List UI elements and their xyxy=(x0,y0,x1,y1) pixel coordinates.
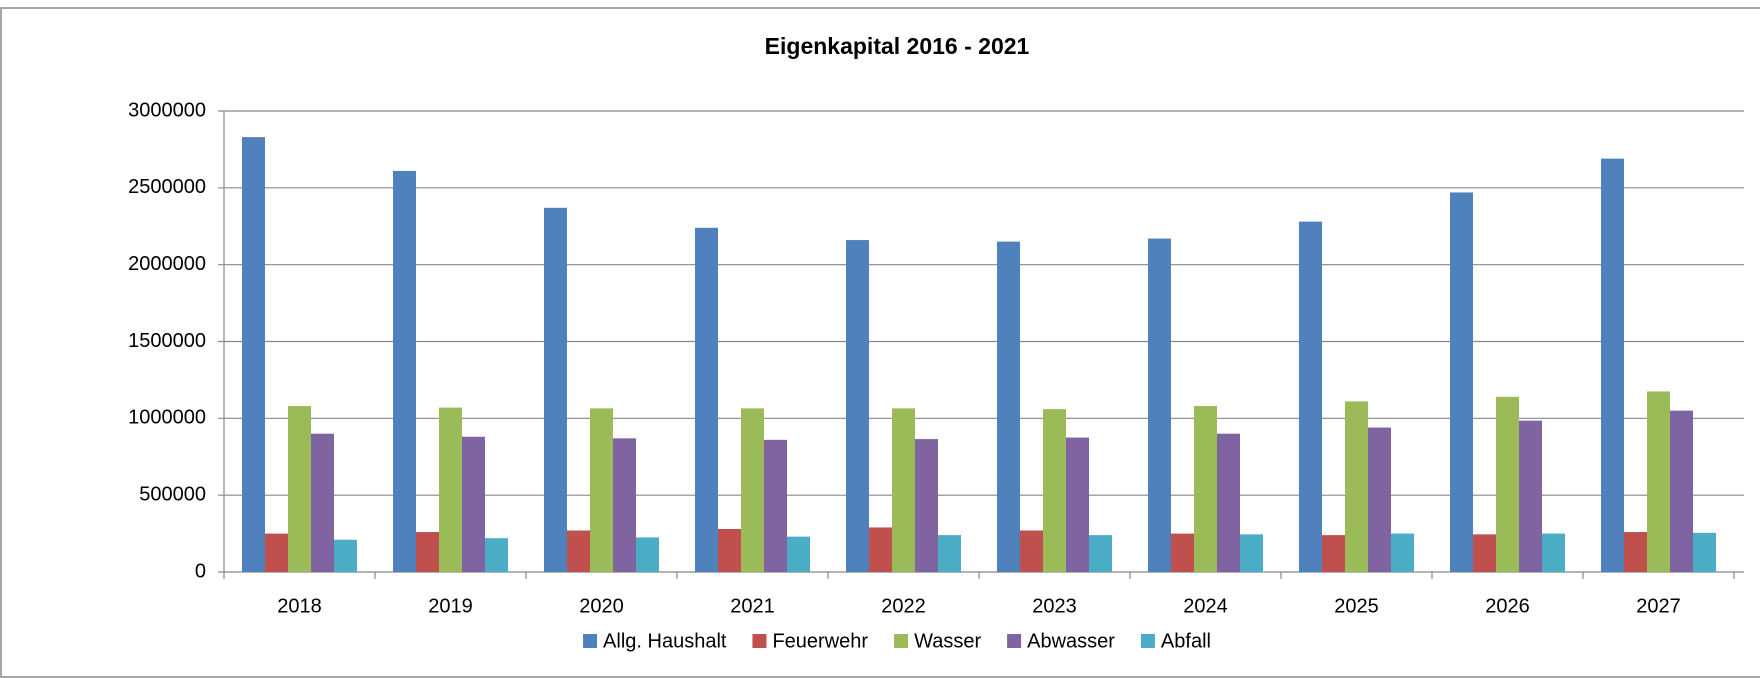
bar xyxy=(741,408,764,572)
bar xyxy=(1473,534,1496,572)
bar xyxy=(892,408,915,572)
bar xyxy=(1496,396,1519,572)
y-tick-label: 3000000 xyxy=(128,99,206,121)
bar xyxy=(1171,533,1194,572)
bar xyxy=(764,439,787,572)
legend-swatch xyxy=(752,634,767,648)
bar xyxy=(938,535,961,572)
x-tick-label: 2021 xyxy=(730,595,775,617)
bar xyxy=(1043,409,1066,572)
bar xyxy=(1020,530,1043,572)
x-tick-label: 2019 xyxy=(428,595,473,617)
bar xyxy=(1240,534,1263,572)
bar xyxy=(1368,427,1391,572)
bar xyxy=(718,528,741,572)
bar xyxy=(1542,533,1565,572)
bar xyxy=(869,527,892,572)
bar xyxy=(1391,533,1414,572)
bar xyxy=(288,406,311,572)
bar xyxy=(485,538,508,572)
bar xyxy=(439,407,462,572)
bar xyxy=(636,537,659,572)
bar xyxy=(1624,532,1647,572)
bar xyxy=(544,207,567,572)
bar xyxy=(787,536,810,572)
x-tick-label: 2027 xyxy=(1636,595,1681,617)
legend-swatch xyxy=(894,634,909,648)
y-tick-label: 2500000 xyxy=(128,176,206,198)
y-tick-label: 1000000 xyxy=(128,407,206,429)
bar xyxy=(1647,391,1670,572)
bar xyxy=(695,227,718,572)
bar xyxy=(1519,420,1542,572)
y-tick-label: 0 xyxy=(195,560,206,582)
bar xyxy=(393,170,416,572)
legend-label: Abfall xyxy=(1161,630,1211,652)
bar xyxy=(1194,406,1217,572)
x-tick-label: 2023 xyxy=(1032,595,1077,617)
x-tick-label: 2024 xyxy=(1183,595,1228,617)
bar xyxy=(1299,221,1322,572)
bar xyxy=(1450,192,1473,572)
legend-swatch xyxy=(1140,634,1155,648)
legend-label: Allg. Haushalt xyxy=(603,630,727,652)
bar xyxy=(242,137,265,572)
bar xyxy=(265,533,288,572)
bar xyxy=(915,439,938,572)
bar xyxy=(613,438,636,572)
legend-swatch xyxy=(583,634,598,648)
bar xyxy=(1148,238,1171,572)
x-tick-label: 2022 xyxy=(881,595,926,617)
x-tick-label: 2026 xyxy=(1485,595,1530,617)
bar xyxy=(1693,532,1716,572)
bar xyxy=(1601,158,1624,573)
x-tick-label: 2025 xyxy=(1334,595,1379,617)
bar xyxy=(567,530,590,572)
legend-label: Abwasser xyxy=(1027,630,1115,652)
bar xyxy=(416,532,439,572)
bar xyxy=(1217,433,1240,572)
bar xyxy=(1322,535,1345,572)
bar xyxy=(462,436,485,572)
bar xyxy=(1670,410,1693,572)
x-tick-label: 2020 xyxy=(579,595,624,617)
bar xyxy=(1089,535,1112,572)
y-tick-label: 2000000 xyxy=(128,253,206,275)
legend-label: Feuerwehr xyxy=(772,630,868,652)
legend-label: Wasser xyxy=(914,630,981,652)
bar xyxy=(997,241,1020,572)
bar xyxy=(311,433,334,572)
y-tick-label: 1500000 xyxy=(128,330,206,352)
chart-title: Eigenkapital 2016 - 2021 xyxy=(765,33,1030,59)
bar xyxy=(590,408,613,572)
bar xyxy=(1345,401,1368,572)
bar xyxy=(846,240,869,572)
y-tick-label: 500000 xyxy=(139,483,206,505)
bar xyxy=(334,539,357,572)
legend-swatch xyxy=(1007,634,1022,648)
x-tick-label: 2018 xyxy=(277,595,322,617)
bar xyxy=(1066,437,1089,572)
